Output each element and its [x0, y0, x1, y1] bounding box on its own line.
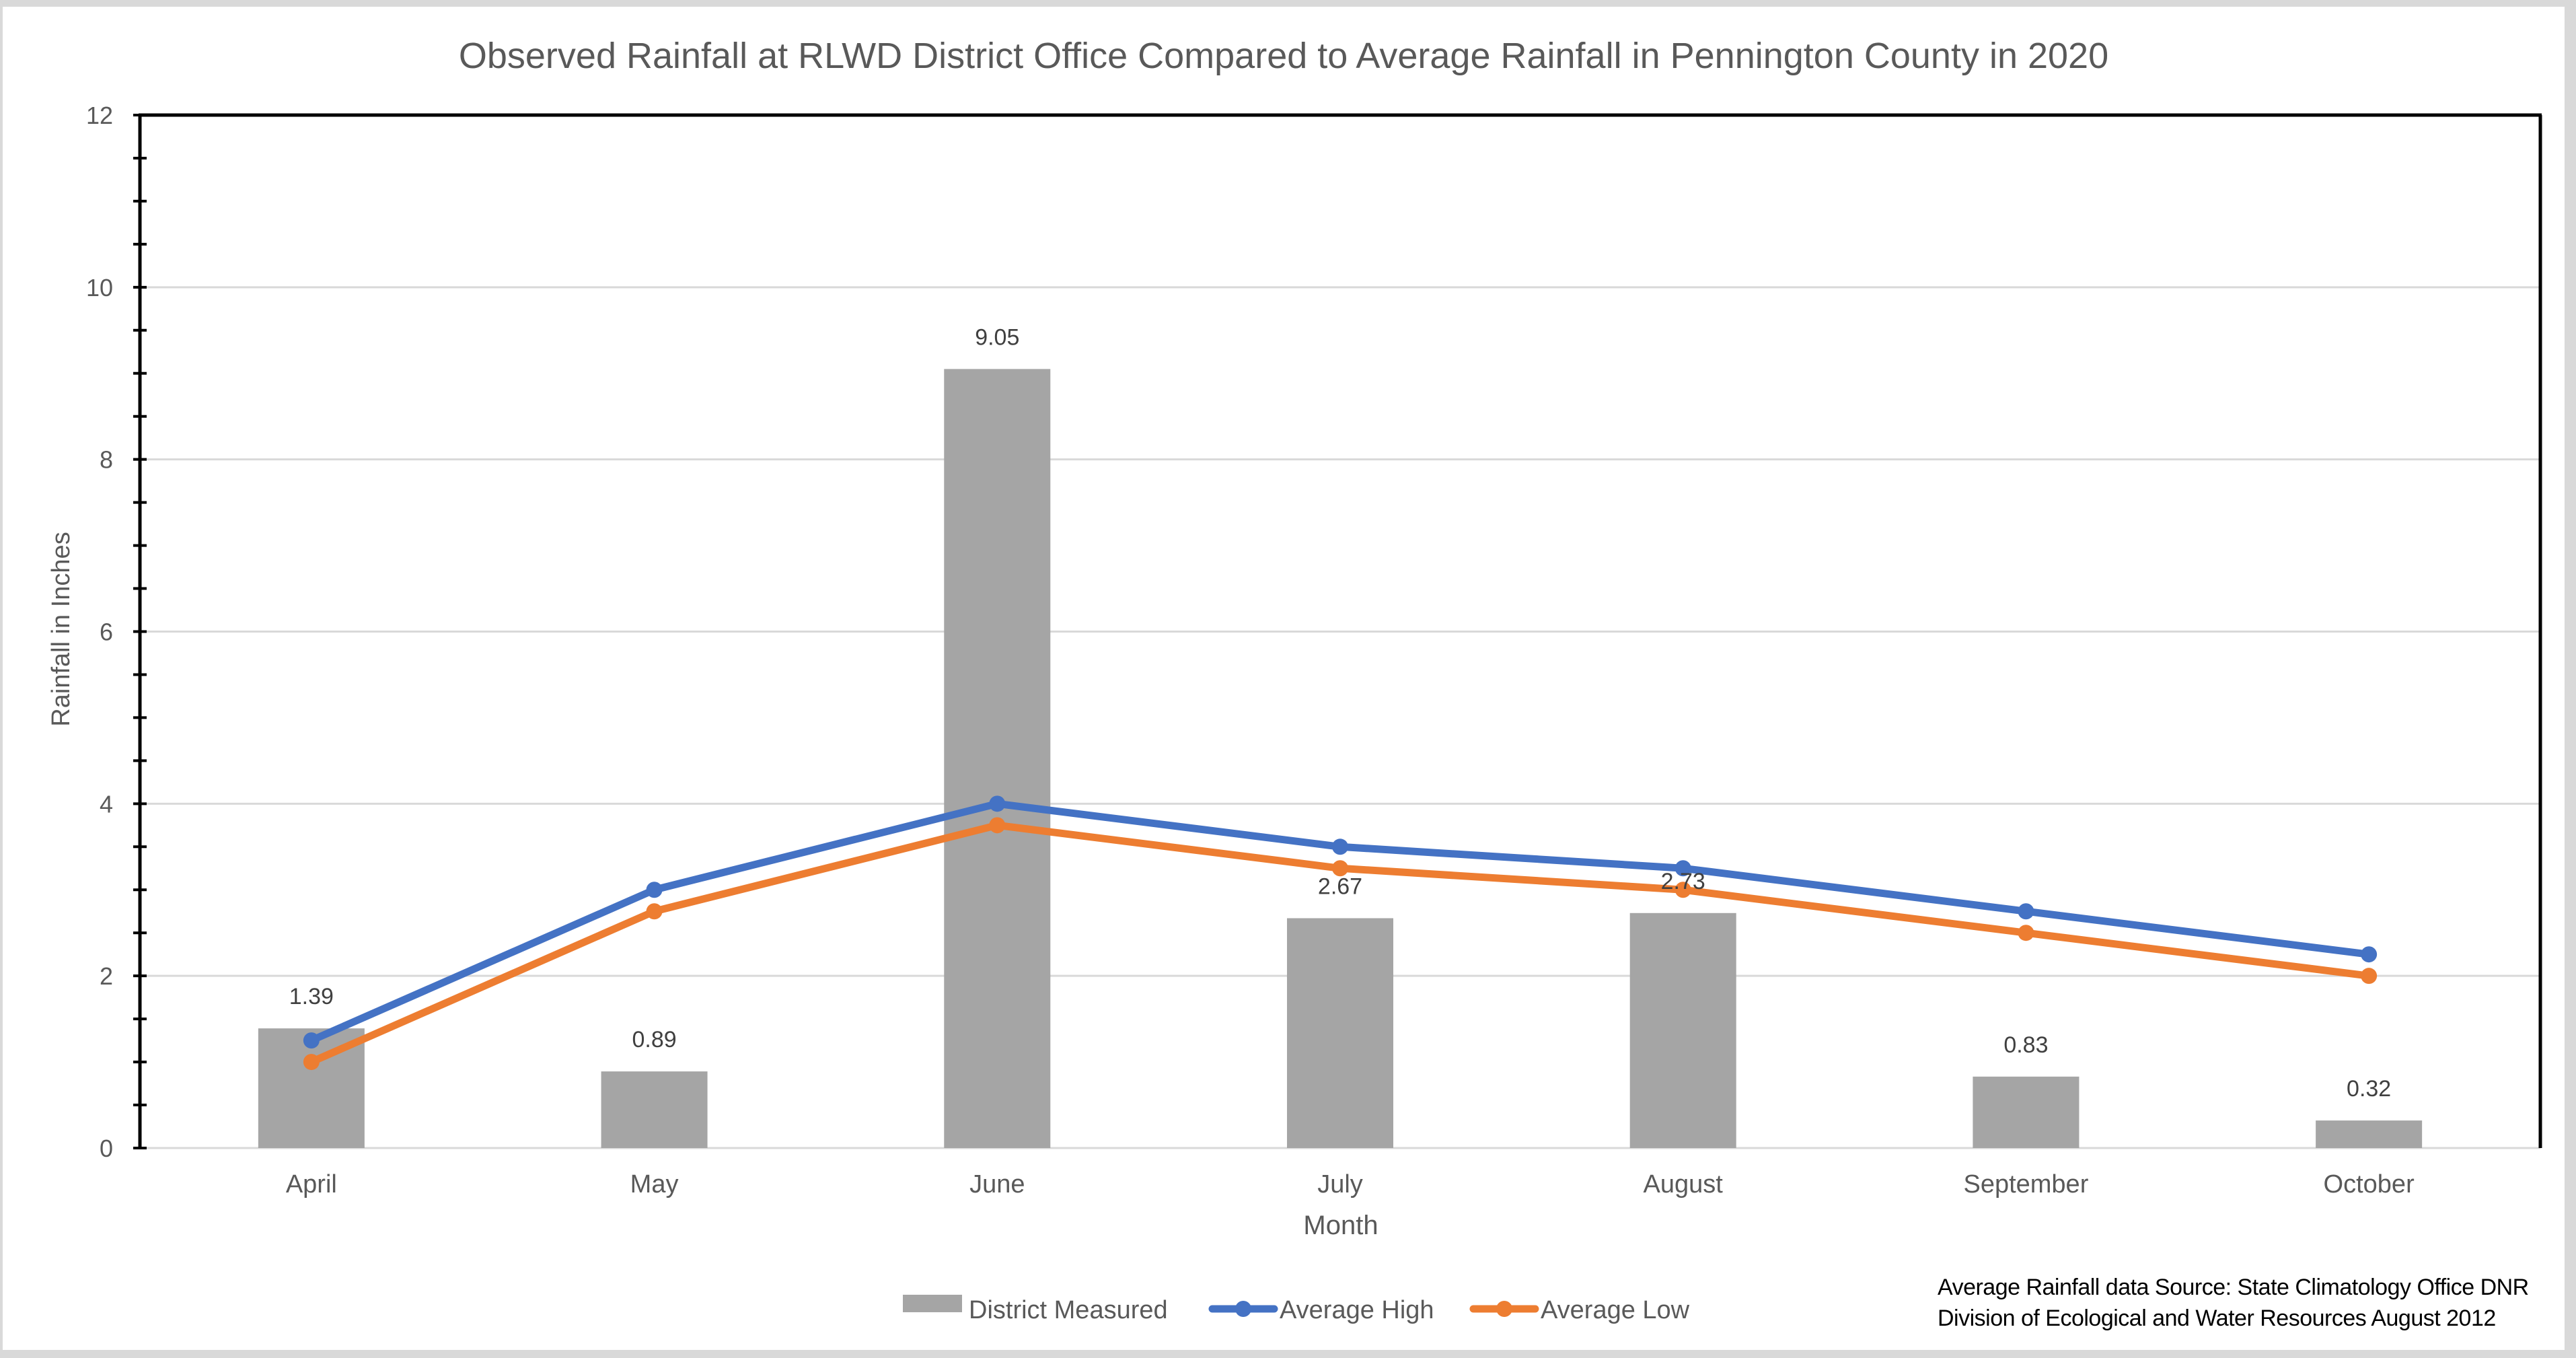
series-marker	[646, 882, 663, 898]
source-note-line-1: Average Rainfall data Source: State Clim…	[1938, 1275, 2529, 1300]
x-tick-labels: April May June July August September October	[286, 1170, 2415, 1199]
bar-data-label: 0.32	[2347, 1076, 2391, 1102]
y-axis-title: Rainfall in Inches	[47, 532, 75, 726]
y-tick-labels: 0 2 4 6 8 10 12	[86, 102, 113, 1162]
bar-data-label: 2.73	[1661, 869, 1705, 894]
line-series	[303, 795, 2378, 1071]
y-tick-label: 4	[100, 790, 113, 818]
bar-data-label: 9.05	[975, 324, 1019, 350]
series-marker	[1675, 882, 1691, 898]
x-tick-label: June	[969, 1170, 1025, 1199]
series-marker	[303, 1032, 320, 1049]
series-marker	[2018, 903, 2034, 920]
bar-data-labels: 1.39 0.89 9.05 2.67 2.73 0.83 0.32	[289, 324, 2391, 1102]
x-tick-label: May	[630, 1170, 679, 1199]
source-note: Average Rainfall data Source: State Clim…	[1938, 1272, 2529, 1334]
series-marker	[2018, 925, 2034, 941]
legend-marker-average-low	[1496, 1301, 1512, 1317]
y-tick-label: 0	[100, 1135, 113, 1162]
series-marker	[1332, 860, 1348, 877]
bar-series-district-measured	[258, 369, 2423, 1148]
y-tick-label: 10	[86, 274, 113, 301]
y-tick-label: 12	[86, 102, 113, 129]
x-tick-label: October	[2324, 1170, 2415, 1199]
bar	[1286, 918, 1394, 1148]
series-marker	[646, 903, 663, 920]
legend: District Measured Average High Average Low	[903, 1295, 1690, 1324]
y-tick-label: 6	[100, 618, 113, 646]
line-series-average-high	[303, 795, 2378, 1049]
legend-swatch-district-measured	[903, 1295, 962, 1312]
x-tick-label: September	[1963, 1170, 2088, 1199]
bar-data-label: 2.67	[1318, 873, 1362, 899]
legend-label-average-low: Average Low	[1541, 1296, 1690, 1324]
y-tick-label: 2	[100, 962, 113, 990]
legend-label-average-high: Average High	[1280, 1296, 1434, 1324]
x-tick-label: August	[1644, 1170, 1724, 1199]
chart-canvas: Observed Rainfall at RLWD District Offic…	[47, 36, 2542, 1324]
bar	[2316, 1120, 2423, 1148]
legend-label-district-measured: District Measured	[969, 1296, 1168, 1324]
series-marker	[989, 817, 1006, 834]
series-marker	[1675, 860, 1691, 877]
bar-data-label: 0.89	[632, 1027, 676, 1052]
bar	[1629, 913, 1736, 1148]
bar-data-label: 0.83	[2003, 1032, 2048, 1058]
x-tick-label: July	[1317, 1170, 1363, 1199]
x-tick-label: April	[286, 1170, 337, 1199]
bar-data-label: 1.39	[289, 984, 334, 1009]
gridlines	[140, 286, 2540, 1149]
bar	[944, 369, 1051, 1148]
axes	[133, 113, 2542, 1149]
series-marker	[2361, 968, 2378, 985]
bar	[601, 1071, 708, 1148]
chart-frame: Observed Rainfall at RLWD District Offic…	[3, 7, 2565, 1350]
y-tick-label: 8	[100, 446, 113, 474]
series-marker	[1332, 838, 1348, 855]
series-marker	[303, 1054, 320, 1071]
chart-title: Observed Rainfall at RLWD District Offic…	[459, 36, 2108, 76]
series-marker	[989, 795, 1006, 812]
legend-marker-average-high	[1235, 1301, 1251, 1317]
bar	[1973, 1076, 2080, 1148]
series-marker	[2361, 946, 2378, 963]
x-axis-title: Month	[1303, 1211, 1378, 1240]
line-series-average-low	[303, 817, 2378, 1071]
source-note-line-2: Division of Ecological and Water Resourc…	[1938, 1306, 2496, 1331]
